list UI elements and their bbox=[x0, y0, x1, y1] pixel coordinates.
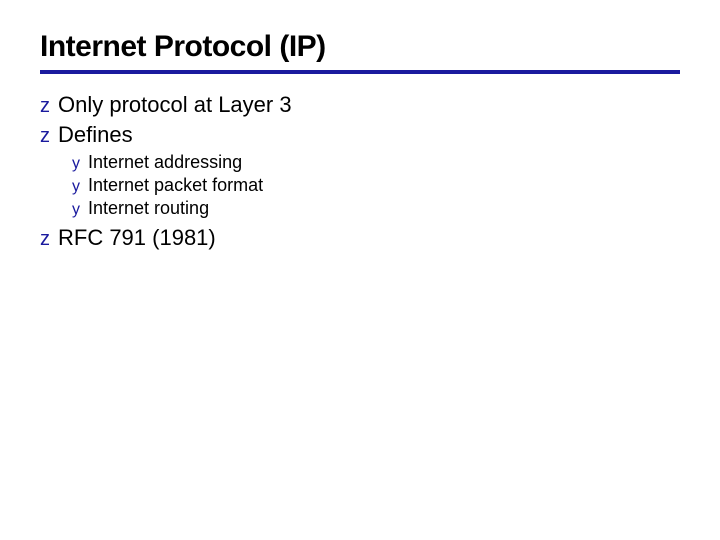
slide: Internet Protocol (IP) z Only protocol a… bbox=[0, 0, 720, 540]
title-rule bbox=[40, 70, 680, 74]
bullet-marker-icon: y bbox=[72, 201, 80, 219]
bullet-text: Internet routing bbox=[88, 198, 209, 219]
bullet-text: Defines bbox=[58, 122, 133, 148]
bullet-marker-icon: y bbox=[72, 178, 80, 196]
bullet-level1: z Defines bbox=[40, 122, 680, 148]
bullet-level1: z RFC 791 (1981) bbox=[40, 225, 680, 251]
bullet-level2: y Internet routing bbox=[72, 198, 680, 219]
bullet-marker-icon: z bbox=[40, 95, 50, 118]
bullet-level2-group: y Internet addressing y Internet packet … bbox=[72, 152, 680, 219]
bullet-text: RFC 791 (1981) bbox=[58, 225, 216, 251]
bullet-level2: y Internet packet format bbox=[72, 175, 680, 196]
bullet-text: Internet addressing bbox=[88, 152, 242, 173]
bullet-text: Internet packet format bbox=[88, 175, 263, 196]
bullet-marker-icon: z bbox=[40, 228, 50, 251]
slide-content: z Only protocol at Layer 3 z Defines y I… bbox=[40, 92, 680, 251]
slide-title: Internet Protocol (IP) bbox=[40, 30, 680, 64]
bullet-level2: y Internet addressing bbox=[72, 152, 680, 173]
bullet-marker-icon: y bbox=[72, 155, 80, 173]
bullet-level1: z Only protocol at Layer 3 bbox=[40, 92, 680, 118]
bullet-marker-icon: z bbox=[40, 125, 50, 148]
bullet-text: Only protocol at Layer 3 bbox=[58, 92, 292, 118]
